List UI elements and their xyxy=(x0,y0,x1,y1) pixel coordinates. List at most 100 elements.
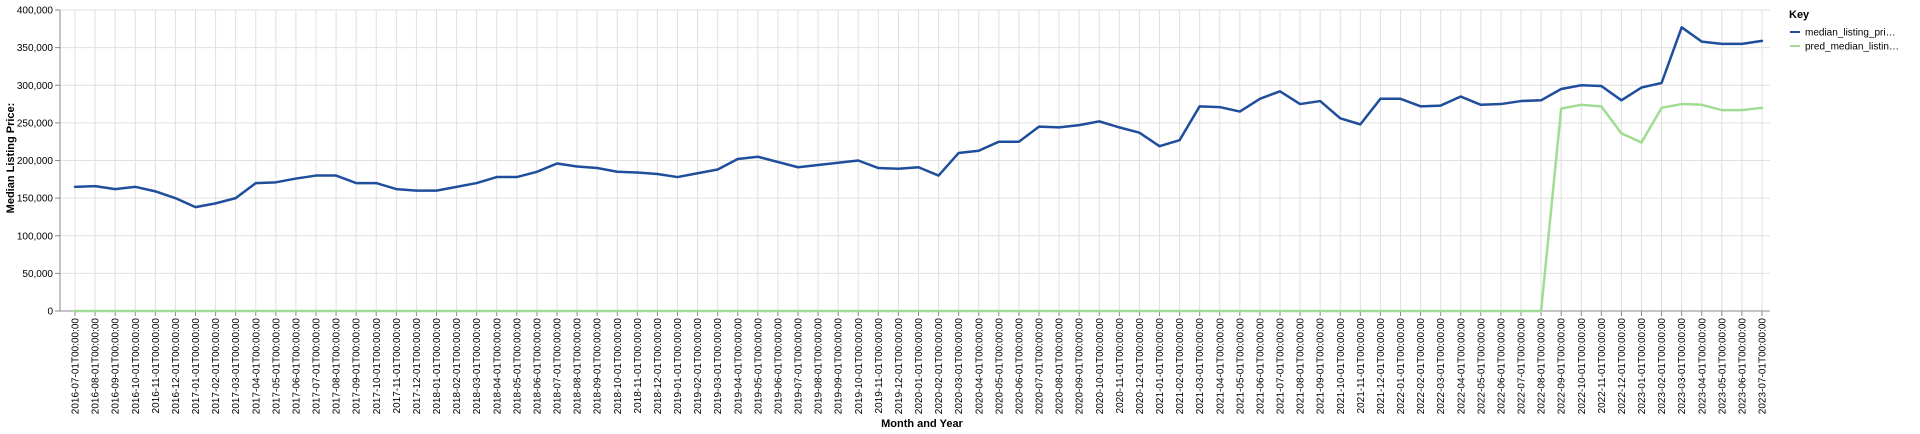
x-tick-label: 2016-07-01T00:00:00 xyxy=(71,318,82,415)
legend: Key median_listing_pri… pred_median_listi… xyxy=(1789,9,1899,53)
x-tick-label: 2022-04-01T00:00:00 xyxy=(1456,318,1467,415)
x-tick-label: 2021-07-01T00:00:00 xyxy=(1276,318,1287,415)
x-tick-label: 2017-05-01T00:00:00 xyxy=(271,318,282,415)
y-axis: 0 50,000 100,000 150,000 200,000 250,000 300,0… xyxy=(17,6,61,318)
x-tick-label: 2017-03-01T00:00:00 xyxy=(231,318,242,415)
x-tick-label: 2019-02-01T00:00:00 xyxy=(693,318,704,415)
x-tick-label: 2020-01-01T00:00:00 xyxy=(914,318,925,415)
x-tick-label: 2019-03-01T00:00:00 xyxy=(713,318,724,415)
x-tick-label: 2017-01-01T00:00:00 xyxy=(191,318,202,415)
legend-label: median_listing_pri… xyxy=(1805,28,1896,39)
x-tick-label: 2019-07-01T00:00:00 xyxy=(794,318,805,415)
x-tick-label: 2016-11-01T00:00:00 xyxy=(151,318,162,414)
legend-label: pred_median_listin… xyxy=(1805,42,1899,53)
x-tick-label: 2020-04-01T00:00:00 xyxy=(974,318,985,415)
x-tick-label: 2019-12-01T00:00:00 xyxy=(894,318,905,415)
x-axis: 2016-07-01T00:00:00 2016-08-01T00:00:00 20… xyxy=(60,310,1770,415)
y-tick-label: 0 xyxy=(47,307,53,318)
y-tick-label: 150,000 xyxy=(17,194,54,205)
x-tick-label: 2020-08-01T00:00:00 xyxy=(1055,318,1066,415)
x-tick-label: 2022-07-01T00:00:00 xyxy=(1517,318,1528,415)
x-tick-label: 2017-11-01T00:00:00 xyxy=(392,318,403,414)
x-tick-label: 2018-10-01T00:00:00 xyxy=(613,318,624,415)
x-tick-label: 2016-08-01T00:00:00 xyxy=(91,318,102,415)
gridlines xyxy=(60,9,1770,312)
x-tick-label: 2021-06-01T00:00:00 xyxy=(1255,318,1266,415)
x-tick-label: 2017-09-01T00:00:00 xyxy=(352,318,363,415)
x-tick-label: 2023-02-01T00:00:00 xyxy=(1657,318,1668,415)
x-tick-label: 2020-06-01T00:00:00 xyxy=(1014,318,1025,415)
x-tick-label: 2018-05-01T00:00:00 xyxy=(512,318,523,415)
x-tick-label: 2021-05-01T00:00:00 xyxy=(1235,318,1246,415)
x-tick-label: 2018-08-01T00:00:00 xyxy=(573,318,584,415)
x-tick-label: 2018-03-01T00:00:00 xyxy=(472,318,483,415)
x-tick-label: 2020-07-01T00:00:00 xyxy=(1035,318,1046,415)
x-tick-label: 2020-02-01T00:00:00 xyxy=(934,318,945,415)
x-tick-label: 2016-12-01T00:00:00 xyxy=(171,318,182,415)
x-tick-label: 2023-04-01T00:00:00 xyxy=(1697,318,1708,415)
x-tick-label: 2018-04-01T00:00:00 xyxy=(492,318,503,415)
x-tick-label: 2021-02-01T00:00:00 xyxy=(1175,318,1186,415)
x-tick-label: 2017-04-01T00:00:00 xyxy=(251,318,262,415)
x-tick-label: 2022-12-01T00:00:00 xyxy=(1617,318,1628,415)
x-tick-label: 2017-02-01T00:00:00 xyxy=(211,318,222,415)
x-tick-label: 2022-03-01T00:00:00 xyxy=(1436,318,1447,415)
x-tick-label: 2016-09-01T00:00:00 xyxy=(111,318,122,415)
x-tick-label: 2018-06-01T00:00:00 xyxy=(532,318,543,415)
x-tick-label: 2017-12-01T00:00:00 xyxy=(412,318,423,415)
y-tick-label: 300,000 xyxy=(17,81,54,92)
x-tick-label: 2022-09-01T00:00:00 xyxy=(1557,318,1568,415)
x-tick-label: 2020-10-01T00:00:00 xyxy=(1095,318,1106,415)
x-tick-label: 2018-09-01T00:00:00 xyxy=(593,318,604,415)
y-tick-label: 100,000 xyxy=(17,231,54,242)
x-tick-label: 2020-05-01T00:00:00 xyxy=(994,318,1005,415)
x-tick-label: 2021-08-01T00:00:00 xyxy=(1296,318,1307,415)
x-axis-title: Month and Year xyxy=(881,418,963,430)
x-tick-label: 2017-10-01T00:00:00 xyxy=(372,318,383,415)
x-tick-label: 2019-01-01T00:00:00 xyxy=(673,318,684,415)
x-tick-label: 2023-05-01T00:00:00 xyxy=(1717,318,1728,415)
x-tick-label: 2017-08-01T00:00:00 xyxy=(332,318,343,415)
x-tick-label: 2023-01-01T00:00:00 xyxy=(1637,318,1648,415)
y-tick-label: 50,000 xyxy=(22,269,53,280)
x-tick-label: 2021-04-01T00:00:00 xyxy=(1215,318,1226,415)
x-tick-label: 2018-01-01T00:00:00 xyxy=(432,318,443,415)
x-tick-label: 2017-06-01T00:00:00 xyxy=(291,318,302,415)
x-tick-label: 2018-11-01T00:00:00 xyxy=(633,318,644,414)
x-tick-label: 2022-11-01T00:00:00 xyxy=(1597,318,1608,414)
y-tick-label: 400,000 xyxy=(17,6,54,17)
x-tick-label: 2019-11-01T00:00:00 xyxy=(874,318,885,414)
x-tick-label: 2019-09-01T00:00:00 xyxy=(834,318,845,415)
y-axis-title: Median Listing Price: xyxy=(5,103,17,214)
x-tick-label: 2021-03-01T00:00:00 xyxy=(1195,318,1206,415)
x-tick-label: 2021-10-01T00:00:00 xyxy=(1336,318,1347,415)
x-tick-label: 2021-11-01T00:00:00 xyxy=(1356,318,1367,414)
x-tick-label: 2019-05-01T00:00:00 xyxy=(753,318,764,415)
x-tick-label: 2022-02-01T00:00:00 xyxy=(1416,318,1427,415)
x-tick-label: 2016-10-01T00:00:00 xyxy=(131,318,142,415)
x-tick-label: 2019-08-01T00:00:00 xyxy=(814,318,825,415)
x-tick-label: 2023-06-01T00:00:00 xyxy=(1737,318,1748,415)
x-tick-label: 2022-01-01T00:00:00 xyxy=(1396,318,1407,415)
x-tick-label: 2021-01-01T00:00:00 xyxy=(1155,318,1166,415)
x-tick-label: 2019-04-01T00:00:00 xyxy=(733,318,744,415)
series-line xyxy=(73,102,1764,313)
x-tick-label: 2022-06-01T00:00:00 xyxy=(1496,318,1507,415)
x-tick-label: 2018-07-01T00:00:00 xyxy=(553,318,564,415)
series-line xyxy=(73,26,1764,209)
x-tick-label: 2023-03-01T00:00:00 xyxy=(1677,318,1688,415)
x-tick-label: 2023-07-01T00:00:00 xyxy=(1758,318,1769,415)
x-tick-label: 2020-12-01T00:00:00 xyxy=(1135,318,1146,415)
y-tick-label: 350,000 xyxy=(17,43,54,54)
y-tick-label: 200,000 xyxy=(17,156,54,167)
x-tick-label: 2019-10-01T00:00:00 xyxy=(854,318,865,415)
x-tick-label: 2020-11-01T00:00:00 xyxy=(1115,318,1126,414)
x-tick-label: 2020-09-01T00:00:00 xyxy=(1075,318,1086,415)
legend-items: median_listing_pri… pred_median_listin… xyxy=(1790,28,1899,53)
series-lines xyxy=(73,26,1764,313)
x-tick-label: 2019-06-01T00:00:00 xyxy=(773,318,784,415)
legend-title: Key xyxy=(1789,9,1810,21)
x-tick-label: 2018-02-01T00:00:00 xyxy=(452,318,463,415)
x-tick-label: 2022-05-01T00:00:00 xyxy=(1476,318,1487,415)
